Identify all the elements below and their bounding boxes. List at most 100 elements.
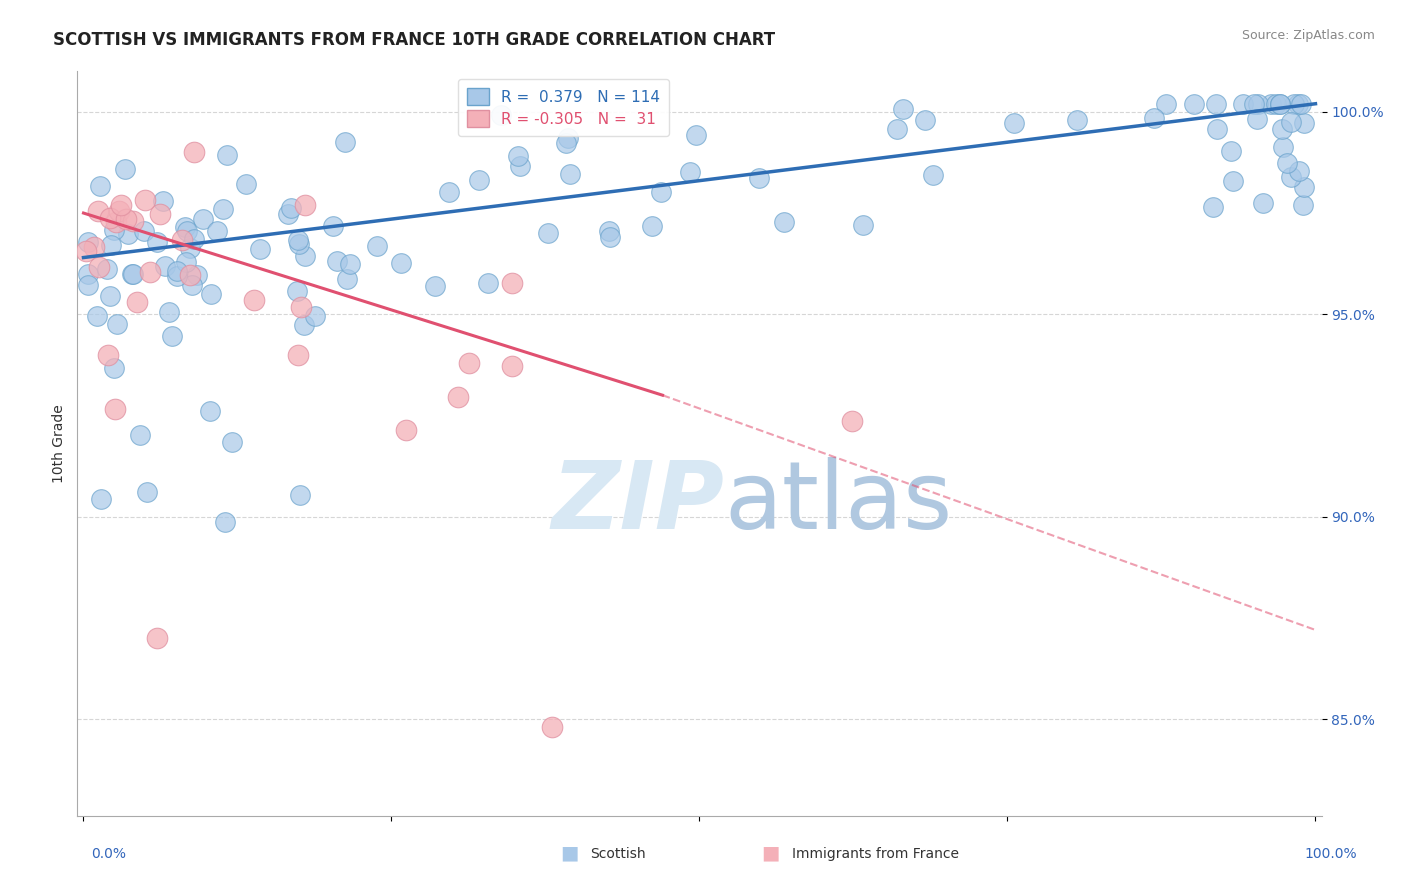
Point [852, 218, 875, 232]
Point [128, 428, 150, 442]
Point [1243, 96, 1265, 111]
Point [139, 264, 162, 278]
Point [540, 720, 562, 734]
Point [891, 102, 914, 116]
Point [153, 260, 176, 274]
Point [176, 224, 198, 238]
Point [558, 167, 581, 181]
Point [132, 224, 155, 238]
Point [501, 276, 523, 290]
Point [90, 492, 112, 507]
Point [679, 165, 702, 179]
Point [841, 414, 863, 428]
Point [152, 194, 174, 208]
Point [1288, 164, 1310, 178]
Point [198, 403, 221, 417]
Point [288, 487, 311, 501]
Text: ■: ■ [761, 843, 780, 862]
Legend: R =  0.379   N = 114, R = -0.305   N =  31: R = 0.379 N = 114, R = -0.305 N = 31 [458, 79, 669, 136]
Point [83, 240, 105, 254]
Point [1202, 200, 1225, 214]
Point [447, 390, 470, 404]
Point [76, 235, 98, 250]
Point [160, 328, 183, 343]
Point [149, 206, 172, 220]
Point [134, 193, 156, 207]
Point [212, 202, 235, 216]
Point [117, 227, 139, 241]
Point [506, 149, 529, 163]
Point [437, 185, 460, 199]
Point [395, 423, 418, 437]
Point [557, 131, 579, 145]
Point [242, 293, 264, 307]
Point [235, 178, 257, 192]
Point [1205, 96, 1227, 111]
Point [174, 220, 197, 235]
Point [103, 223, 125, 237]
Point [477, 276, 499, 290]
Point [221, 434, 243, 449]
Point [1219, 144, 1241, 158]
Point [122, 214, 145, 228]
Point [170, 233, 193, 247]
Text: ■: ■ [560, 843, 579, 862]
Point [501, 359, 523, 373]
Point [333, 135, 356, 149]
Point [1270, 96, 1292, 111]
Point [108, 204, 131, 219]
Point [325, 253, 347, 268]
Point [914, 113, 936, 128]
Point [339, 257, 361, 271]
Point [1277, 155, 1299, 169]
Point [290, 300, 312, 314]
Point [288, 237, 311, 252]
Point [86, 309, 108, 323]
Point [186, 268, 208, 282]
Point [87, 260, 110, 274]
Text: Source: ZipAtlas.com: Source: ZipAtlas.com [1241, 29, 1375, 42]
Point [100, 289, 122, 303]
Point [650, 185, 672, 199]
Point [1232, 96, 1254, 111]
Point [294, 198, 316, 212]
Point [1154, 96, 1177, 111]
Point [166, 264, 188, 278]
Point [157, 305, 180, 319]
Point [191, 211, 214, 226]
Point [96, 261, 118, 276]
Point [641, 219, 664, 234]
Point [77, 277, 100, 292]
Point [366, 239, 388, 253]
Point [287, 233, 309, 247]
Point [87, 203, 110, 218]
Point [598, 224, 620, 238]
Point [1143, 112, 1166, 126]
Point [555, 136, 578, 151]
Point [125, 295, 148, 310]
Point [183, 232, 205, 246]
Text: Immigrants from France: Immigrants from France [792, 847, 959, 861]
Point [1268, 96, 1291, 111]
Point [1264, 96, 1286, 111]
Point [489, 108, 512, 122]
Point [1294, 116, 1316, 130]
Point [1284, 96, 1306, 111]
Text: atlas: atlas [724, 458, 953, 549]
Point [207, 224, 229, 238]
Point [145, 235, 167, 249]
Y-axis label: 10th Grade: 10th Grade [52, 404, 66, 483]
Text: SCOTTISH VS IMMIGRANTS FROM FRANCE 10TH GRADE CORRELATION CHART: SCOTTISH VS IMMIGRANTS FROM FRANCE 10TH … [53, 31, 776, 49]
Point [122, 267, 145, 281]
Point [214, 515, 236, 529]
Point [1222, 173, 1244, 187]
Point [1206, 121, 1229, 136]
Point [104, 401, 127, 416]
Point [1292, 180, 1315, 194]
Point [104, 215, 127, 229]
Point [1002, 116, 1025, 130]
Point [294, 249, 316, 263]
Point [105, 317, 128, 331]
Point [922, 168, 945, 182]
Point [1286, 96, 1309, 111]
